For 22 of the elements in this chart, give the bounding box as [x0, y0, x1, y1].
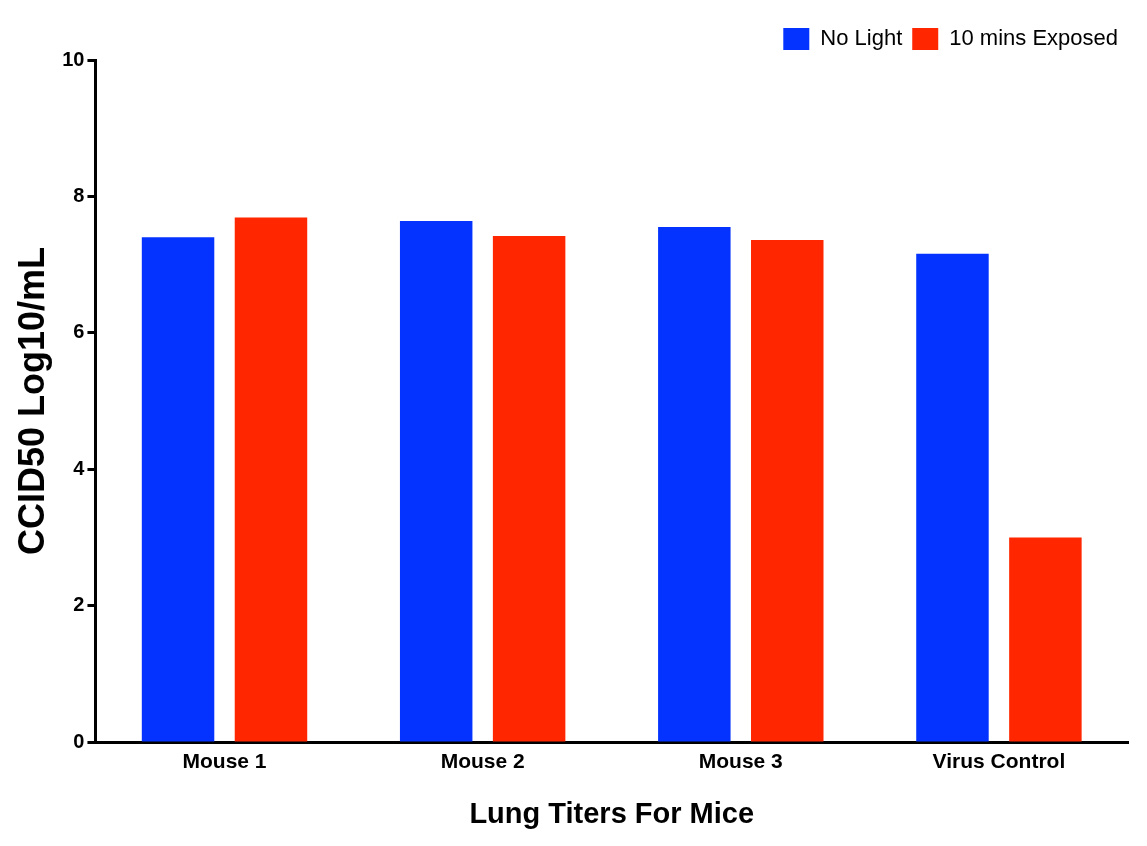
legend-label: No Light: [820, 25, 903, 51]
x-tick-label: Virus Control: [932, 749, 1066, 773]
y-tick-label: 10: [62, 47, 85, 70]
x-axis-title: Lung Titers For Mice: [469, 796, 755, 829]
bar: [399, 220, 473, 742]
bar: [751, 240, 824, 742]
x-tick-label: Mouse 3: [698, 749, 783, 773]
bar: [658, 227, 731, 742]
bar: [916, 253, 989, 742]
bar: [1009, 537, 1082, 742]
y-tick-label: 4: [73, 456, 86, 479]
y-tick-label: 6: [73, 320, 85, 343]
y-tick-label: 0: [73, 729, 85, 752]
legend-label: 10 mins Exposed: [949, 25, 1119, 51]
y-tick-label: 8: [73, 183, 85, 206]
y-tick-label: 2: [73, 593, 85, 616]
bar: [141, 237, 215, 742]
bar: [234, 217, 308, 742]
y-axis-title: CCID50 Log10/mL: [10, 246, 52, 556]
x-tick-label: Mouse 2: [440, 749, 525, 773]
x-tick-label: Mouse 1: [182, 749, 267, 773]
bar: [492, 235, 566, 742]
